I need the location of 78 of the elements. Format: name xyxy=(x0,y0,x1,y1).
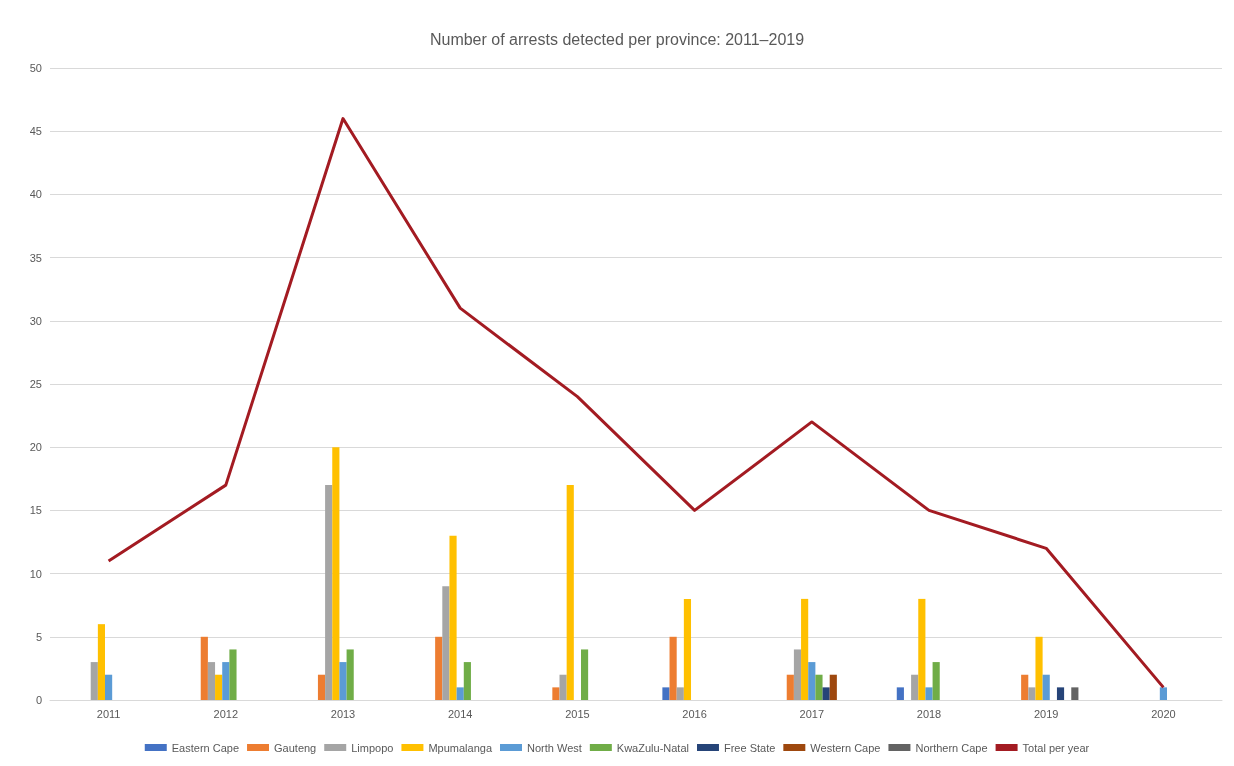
bar xyxy=(222,662,230,700)
y-tick-label: 5 xyxy=(35,630,42,643)
bar xyxy=(815,674,823,700)
legend-label: North West xyxy=(527,741,582,754)
bar xyxy=(105,674,113,700)
bar xyxy=(1021,674,1029,700)
x-tick-label: 2011 xyxy=(96,707,121,720)
bar xyxy=(215,674,223,700)
bar xyxy=(1042,674,1050,700)
bar xyxy=(1056,687,1065,700)
bar xyxy=(801,598,809,700)
y-tick-label: 20 xyxy=(29,441,42,454)
x-tick-label: 2013 xyxy=(330,707,356,720)
bar xyxy=(918,598,926,700)
bar xyxy=(669,636,677,700)
bar xyxy=(786,674,794,700)
bar xyxy=(1159,687,1167,700)
bar xyxy=(463,662,471,700)
y-tick-label: 0 xyxy=(35,694,42,706)
legend-label: Free State xyxy=(723,741,776,754)
bar xyxy=(97,624,106,700)
bar xyxy=(325,485,333,700)
bar xyxy=(552,687,560,700)
bar xyxy=(1028,687,1036,700)
bar xyxy=(911,674,919,700)
y-tick-label: 30 xyxy=(29,314,42,327)
bar xyxy=(317,674,326,700)
legend-label: Western Cape xyxy=(810,741,881,754)
x-tick-label: 2016 xyxy=(682,707,707,720)
bar xyxy=(925,687,933,700)
x-tick-label: 2020 xyxy=(1151,707,1176,720)
bar xyxy=(229,649,237,700)
legend-label: Eastern Cape xyxy=(171,741,240,754)
bar xyxy=(339,662,347,700)
bar xyxy=(683,598,692,700)
bar xyxy=(442,586,450,700)
legend-label: Gauteng xyxy=(274,741,317,754)
bar xyxy=(456,687,464,700)
bar xyxy=(566,485,574,700)
bar xyxy=(662,687,670,700)
bar xyxy=(896,687,904,700)
bar xyxy=(822,687,830,700)
legend-label: Northern Cape xyxy=(915,741,988,754)
bar xyxy=(207,662,216,700)
line-series xyxy=(107,117,1165,689)
y-tick-label: 10 xyxy=(29,567,42,580)
bar xyxy=(1035,636,1043,700)
bar xyxy=(829,674,837,700)
x-tick-label: 2012 xyxy=(213,707,239,720)
chart-title: Number of arrests detected per province: 2011–2019 xyxy=(429,30,805,48)
bar xyxy=(332,447,340,700)
bar xyxy=(435,636,443,700)
bar xyxy=(808,662,816,700)
bar xyxy=(346,649,354,700)
y-tick-label: 35 xyxy=(29,251,42,264)
legend-label: Mpumalanga xyxy=(428,741,493,754)
y-tick-label: 45 xyxy=(29,125,42,138)
bar xyxy=(932,662,940,700)
bar xyxy=(793,649,802,700)
bar xyxy=(200,636,208,700)
x-tick-label: 2014 xyxy=(447,707,473,720)
bar xyxy=(559,674,567,700)
y-tick-label: 50 xyxy=(29,62,42,74)
y-tick-label: 15 xyxy=(29,504,42,517)
x-tick-label: 2017 xyxy=(799,707,825,720)
y-tick-label: 40 xyxy=(29,188,42,201)
bar xyxy=(676,687,684,700)
legend-label: KwaZulu-Natal xyxy=(616,741,689,754)
bar xyxy=(449,535,457,700)
x-tick-label: 2015 xyxy=(565,707,590,720)
legend-label: Limpopo xyxy=(351,741,394,754)
y-tick-label: 25 xyxy=(29,378,42,390)
bar xyxy=(90,662,98,700)
legend-label: Total per year xyxy=(1022,741,1090,754)
bar xyxy=(580,649,589,700)
x-tick-label: 2019 xyxy=(1033,707,1059,720)
bar xyxy=(1071,687,1079,700)
x-tick-label: 2018 xyxy=(916,707,942,720)
